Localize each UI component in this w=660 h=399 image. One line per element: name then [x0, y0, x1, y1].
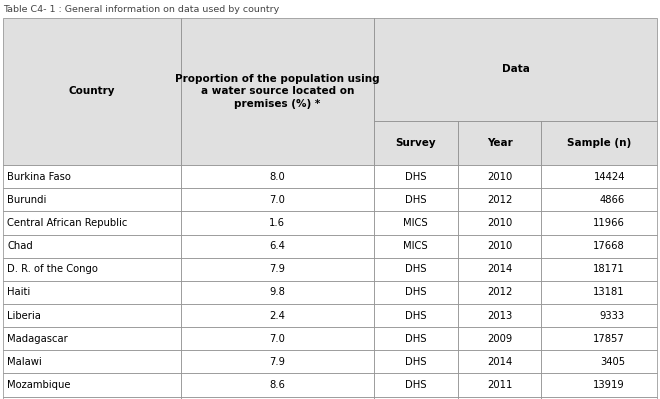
Text: 7.9: 7.9 — [269, 264, 285, 275]
Text: Madagascar: Madagascar — [7, 334, 68, 344]
Text: MICS: MICS — [403, 241, 428, 251]
Text: Central African Republic: Central African Republic — [7, 218, 127, 228]
Text: 14424: 14424 — [593, 172, 625, 182]
Text: 2010: 2010 — [487, 241, 512, 251]
Text: 7.0: 7.0 — [269, 195, 285, 205]
Text: 2012: 2012 — [487, 287, 512, 298]
Text: 13181: 13181 — [593, 287, 625, 298]
Text: DHS: DHS — [405, 380, 426, 390]
Text: DHS: DHS — [405, 287, 426, 298]
Text: 2010: 2010 — [487, 172, 512, 182]
Text: 4866: 4866 — [600, 195, 625, 205]
Text: Sample (n): Sample (n) — [568, 138, 632, 148]
Text: Country: Country — [69, 86, 115, 97]
Text: 11966: 11966 — [593, 218, 625, 228]
Text: 2014: 2014 — [487, 357, 512, 367]
Text: 9333: 9333 — [600, 310, 625, 321]
Text: 2010: 2010 — [487, 218, 512, 228]
Text: 2.4: 2.4 — [269, 310, 285, 321]
Text: DHS: DHS — [405, 195, 426, 205]
Text: 2011: 2011 — [487, 380, 512, 390]
Text: Liberia: Liberia — [7, 310, 41, 321]
Text: 8.6: 8.6 — [269, 380, 285, 390]
Text: D. R. of the Congo: D. R. of the Congo — [7, 264, 98, 275]
Text: 3405: 3405 — [600, 357, 625, 367]
Text: 2013: 2013 — [487, 310, 512, 321]
Text: Year: Year — [486, 138, 512, 148]
Text: Haiti: Haiti — [7, 287, 30, 298]
Text: 7.9: 7.9 — [269, 357, 285, 367]
Text: DHS: DHS — [405, 172, 426, 182]
Text: 6.4: 6.4 — [269, 241, 285, 251]
Text: 17668: 17668 — [593, 241, 625, 251]
Text: 13919: 13919 — [593, 380, 625, 390]
Text: Mozambique: Mozambique — [7, 380, 71, 390]
Text: Burkina Faso: Burkina Faso — [7, 172, 71, 182]
Text: 18171: 18171 — [593, 264, 625, 275]
Text: DHS: DHS — [405, 334, 426, 344]
Text: 1.6: 1.6 — [269, 218, 285, 228]
Text: DHS: DHS — [405, 310, 426, 321]
Text: DHS: DHS — [405, 357, 426, 367]
Text: Proportion of the population using
a water source located on
premises (%) *: Proportion of the population using a wat… — [175, 74, 380, 109]
Text: Data: Data — [502, 64, 529, 75]
Text: 8.0: 8.0 — [269, 172, 285, 182]
Text: DHS: DHS — [405, 264, 426, 275]
Text: Malawi: Malawi — [7, 357, 42, 367]
Text: 17857: 17857 — [593, 334, 625, 344]
Text: 2009: 2009 — [487, 334, 512, 344]
Text: 7.0: 7.0 — [269, 334, 285, 344]
Text: Table C4- 1 : General information on data used by country: Table C4- 1 : General information on dat… — [3, 5, 279, 14]
Text: Burundi: Burundi — [7, 195, 47, 205]
Text: Survey: Survey — [395, 138, 436, 148]
Text: MICS: MICS — [403, 218, 428, 228]
Text: 9.8: 9.8 — [269, 287, 285, 298]
Text: 2014: 2014 — [487, 264, 512, 275]
Text: 2012: 2012 — [487, 195, 512, 205]
Text: Chad: Chad — [7, 241, 33, 251]
